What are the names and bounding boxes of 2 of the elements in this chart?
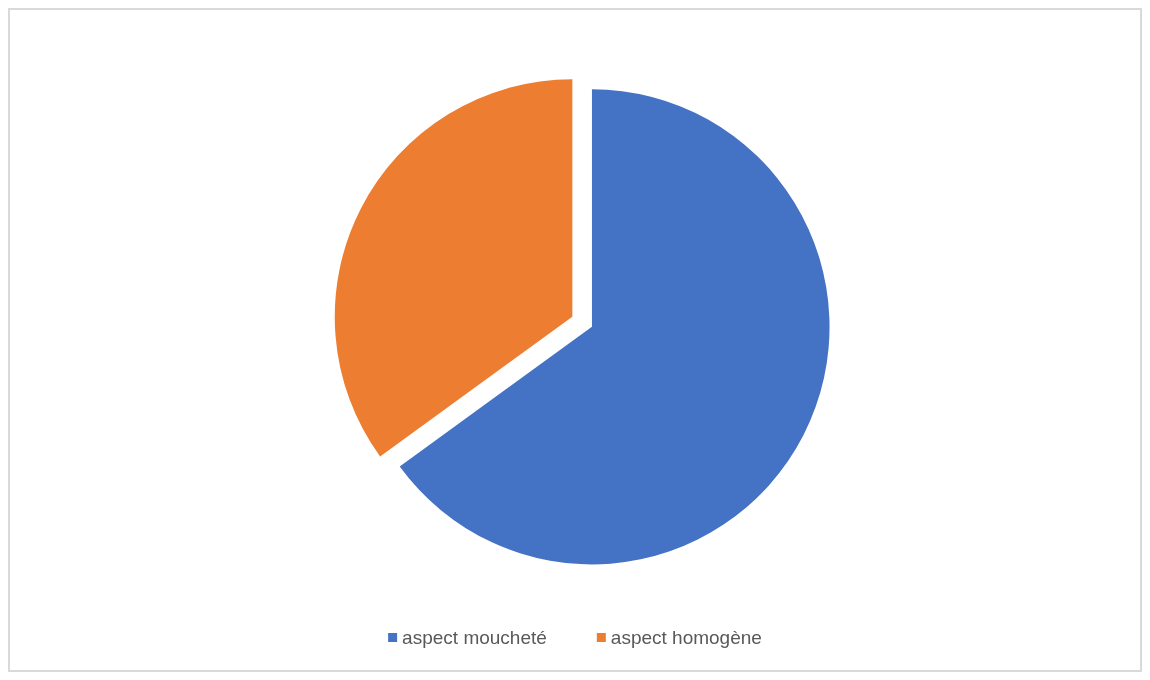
- legend-label: aspect moucheté: [402, 627, 547, 648]
- legend-label: aspect homogène: [610, 627, 762, 648]
